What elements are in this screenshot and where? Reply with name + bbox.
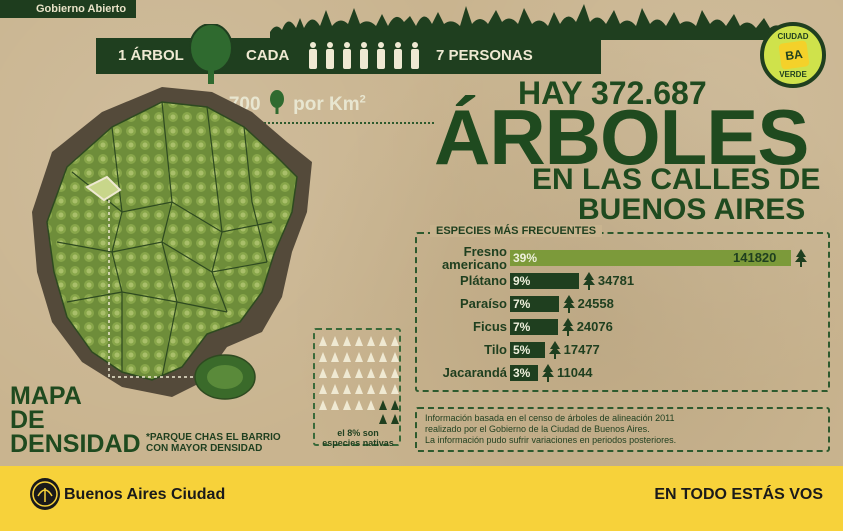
map-title: MAPA DE DENSIDAD [10,382,141,458]
source-info-line-3: La información pudo sufrir variaciones e… [425,435,677,445]
native-species-text: el 8% son especies nativas [318,428,398,448]
species-bar [510,342,545,358]
species-tree-icon [561,318,574,336]
species-tree-icon [582,272,595,290]
tree-icon [189,24,233,84]
map-note-line-2: CON MAYOR DENSIDAD [146,443,263,454]
species-label-line: Ficus [473,319,507,334]
species-label-line: americano [441,257,507,272]
species-percent-label: 7% [513,297,531,311]
footer-bar [0,466,843,531]
species-tree-icon [795,249,807,267]
species-label: Plátano [460,274,507,287]
badge-bottom-text: VERDE [779,70,807,79]
species-label: Jacarandá [443,366,507,379]
species-percent-label: 3% [513,366,531,380]
species-tree-icon [562,295,575,313]
source-info-line-1: Información basada en el censo de árbole… [425,413,675,423]
map-note-line-1: *PARQUE CHAS EL BARRIO [146,432,281,443]
person-icon [309,42,419,69]
density-divider [196,122,434,124]
city-crest-icon [30,478,60,510]
species-percent-label: 5% [513,343,531,357]
species-label-line: Tilo [484,342,507,357]
species-bar [510,273,579,289]
crest-icon [32,481,58,507]
species-percent-label: 9% [513,274,531,288]
species-label: Paraíso [460,297,507,310]
tree-grid-icon [319,336,399,424]
species-value-label: 24558 [577,296,614,311]
species-label: Ficus [473,320,507,333]
ratio-one-tree: 1 ÁRBOL [118,47,184,64]
ratio-seven-people: 7 PERSONAS [436,47,533,64]
species-value-label: 141820 [733,250,777,265]
species-value-label: 17477 [563,342,600,357]
small-tree-icon [269,90,284,114]
native-line-1: el 8% son [337,428,379,438]
species-label-line: Fresno [463,244,507,259]
headline-streets: EN LAS CALLES DE [532,163,821,196]
footer-slogan: EN TODO ESTÁS VOS [654,486,823,503]
headline-trees: ÁRBOLES [434,93,809,181]
species-bar [510,296,559,312]
species-bar [510,250,791,266]
species-percent-label: 39% [513,251,538,265]
density-map [32,87,312,400]
footer-city-name[interactable]: Buenos Aires Ciudad [64,486,226,503]
ciudad-verde-badge: CIUDAD BA VERDE [760,22,826,88]
species-label-line: Jacarandá [442,365,507,380]
species-bar [510,365,538,381]
species-label: Fresno americano [442,245,507,271]
species-value-label: 24076 [576,319,613,334]
open-government-tag: Gobierno Abierto [0,0,137,18]
native-species-box [313,328,401,446]
species-percent-label: 7% [513,320,531,334]
map-note: *PARQUE CHAS EL BARRIO CON MAYOR DENSIDA… [146,432,281,454]
species-value-label: 34781 [597,273,635,288]
species-label: Tilo [484,343,507,356]
map-title-line-1: MAPA [10,382,82,410]
native-line-2: especies nativas [322,438,394,448]
people-icons [306,41,422,76]
source-info-box [415,407,830,452]
species-bar [510,319,558,335]
source-info-line-2: realizado por el Gobierno de la Ciudad d… [425,424,650,434]
species-tree-icon [542,364,554,382]
species-chart-title: ESPECIES MÁS FRECUENTES [430,225,603,237]
species-tree-icon [548,341,561,359]
species-label-line: Plátano [460,273,507,288]
species-bar-chart: Fresno americano 39% 141820 Plátano 9% 34781 Pa… [442,245,807,382]
ratio-each: CADA [246,47,290,64]
species-chart-frame [415,232,830,392]
map-title-line-2: DE [10,406,45,434]
density-unit: por Km [293,94,360,115]
species-label-line: Paraíso [460,296,507,311]
tree-skyline-illustration [270,4,810,40]
ratio-banner: 1 ÁRBOL CADA 7 PERSONAS [96,24,601,84]
headline-city: BUENOS AIRES [578,193,806,226]
density-exponent: 2 [359,93,366,106]
headline-count: HAY 372.687 [518,75,707,111]
badge-top-text: CIUDAD [777,32,809,41]
species-value-label: 11044 [557,365,593,380]
map-title-line-3: DENSIDAD [10,430,141,458]
